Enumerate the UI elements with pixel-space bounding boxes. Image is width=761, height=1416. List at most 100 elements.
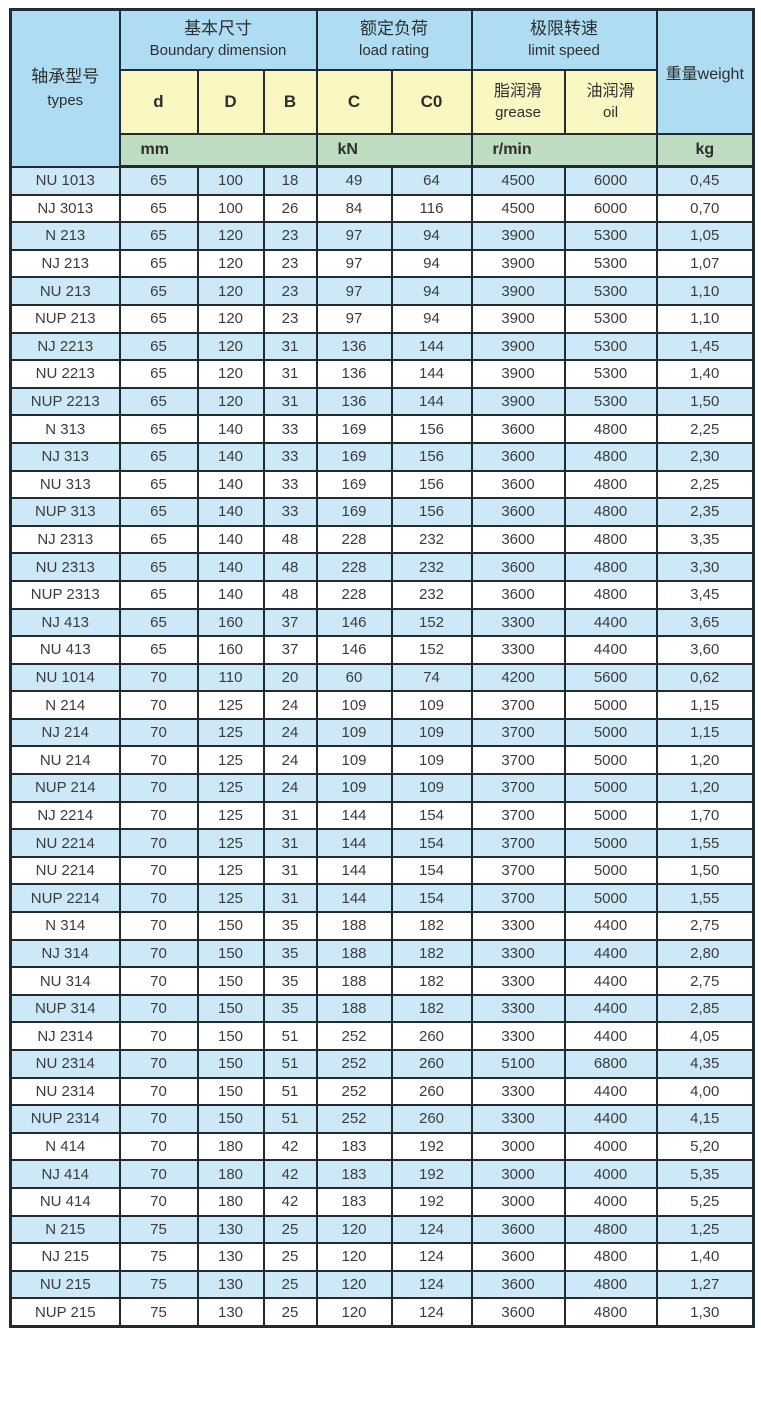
value-cell: 3600: [470, 497, 566, 527]
value-cell: 5,35: [655, 1159, 755, 1189]
value-cell: 109: [390, 690, 473, 720]
grease-zh: 脂润滑: [494, 83, 543, 101]
unit-kn: kN: [315, 133, 473, 168]
value-cell: 180: [196, 1131, 265, 1162]
value-cell: 120: [315, 1214, 393, 1245]
value-cell: 1,25: [655, 1214, 755, 1245]
value-cell: 4000: [563, 1159, 658, 1189]
value-cell: 3,30: [655, 552, 755, 582]
value-cell: 35: [262, 938, 318, 969]
value-cell: 109: [315, 717, 393, 748]
value-cell: 5000: [563, 855, 658, 886]
value-cell: 94: [390, 248, 473, 279]
value-cell: 150: [196, 1021, 265, 1051]
value-cell: 31: [262, 883, 318, 914]
bearing-type-cell: NJ 314: [9, 938, 121, 969]
value-cell: 2,25: [655, 414, 755, 444]
value-cell: 97: [315, 303, 393, 334]
value-cell: 3300: [470, 1021, 566, 1051]
value-cell: 70: [118, 1186, 199, 1217]
value-cell: 65: [118, 607, 199, 638]
table-row: NJ 3013 65 100 26 84 116 4500 6000 0,70: [9, 193, 755, 224]
value-cell: 182: [390, 911, 473, 941]
value-cell: 20: [262, 662, 318, 693]
value-cell: 260: [390, 1049, 473, 1079]
value-cell: 125: [196, 773, 265, 803]
value-cell: 228: [315, 524, 393, 555]
col-header-grease: 脂润滑 grease: [470, 69, 566, 135]
value-cell: 65: [118, 441, 199, 472]
value-cell: 120: [196, 386, 265, 417]
value-cell: 4,15: [655, 1104, 755, 1134]
value-cell: 65: [118, 165, 199, 196]
value-cell: 252: [315, 1049, 393, 1079]
value-cell: 35: [262, 911, 318, 941]
value-cell: 42: [262, 1131, 318, 1162]
value-cell: 5000: [563, 828, 658, 858]
value-cell: 75: [118, 1214, 199, 1245]
value-cell: 2,35: [655, 497, 755, 527]
value-cell: 3600: [470, 414, 566, 444]
value-cell: 1,07: [655, 248, 755, 279]
value-cell: 3300: [470, 993, 566, 1024]
value-cell: 260: [390, 1104, 473, 1134]
value-cell: 65: [118, 303, 199, 334]
table-row: NU 413 65 160 37 146 152 3300 4400 3,60: [9, 635, 755, 665]
value-cell: 70: [118, 993, 199, 1024]
value-cell: 1,15: [655, 690, 755, 720]
value-cell: 5300: [563, 221, 658, 251]
value-cell: 70: [118, 690, 199, 720]
value-cell: 109: [390, 745, 473, 776]
value-cell: 144: [390, 386, 473, 417]
bearing-type-cell: NU 1014: [9, 662, 121, 693]
value-cell: 2,75: [655, 966, 755, 996]
bearing-type-cell: NU 1013: [9, 165, 121, 196]
value-cell: 232: [390, 552, 473, 582]
value-cell: 140: [196, 579, 265, 610]
value-cell: 4800: [563, 1214, 658, 1245]
bearing-type-cell: NJ 2314: [9, 1021, 121, 1051]
weight-column-header: 重量weight: [655, 8, 755, 135]
value-cell: 23: [262, 276, 318, 306]
value-cell: 130: [196, 1214, 265, 1245]
types-header-zh: 轴承型号: [31, 67, 100, 87]
value-cell: 5300: [563, 386, 658, 417]
col-header-C0: C0: [390, 69, 473, 135]
oil-en: oil: [603, 103, 619, 121]
table-row: NU 313 65 140 33 169 156 3600 4800 2,25: [9, 469, 755, 500]
value-cell: 136: [315, 331, 393, 362]
value-cell: 136: [315, 359, 393, 389]
value-cell: 136: [315, 386, 393, 417]
bearing-type-cell: NJ 214: [9, 717, 121, 748]
table-row: NJ 413 65 160 37 146 152 3300 4400 3,65: [9, 607, 755, 638]
value-cell: 120: [196, 276, 265, 306]
value-cell: 130: [196, 1242, 265, 1272]
value-cell: 4,00: [655, 1076, 755, 1107]
value-cell: 65: [118, 579, 199, 610]
table-row: N 313 65 140 33 169 156 3600 4800 2,25: [9, 414, 755, 444]
value-cell: 5300: [563, 276, 658, 306]
value-cell: 154: [390, 883, 473, 914]
value-cell: 65: [118, 331, 199, 362]
value-cell: 192: [390, 1186, 473, 1217]
value-cell: 65: [118, 193, 199, 224]
value-cell: 94: [390, 276, 473, 306]
value-cell: 3700: [470, 855, 566, 886]
table-row: NJ 2213 65 120 31 136 144 3900 5300 1,45: [9, 331, 755, 362]
value-cell: 65: [118, 524, 199, 555]
value-cell: 48: [262, 579, 318, 610]
bearing-type-cell: NU 413: [9, 635, 121, 665]
value-cell: 100: [196, 165, 265, 196]
value-cell: 65: [118, 386, 199, 417]
value-cell: 3300: [470, 911, 566, 941]
value-cell: 188: [315, 938, 393, 969]
value-cell: 3300: [470, 1104, 566, 1134]
value-cell: 0,45: [655, 165, 755, 196]
value-cell: 4800: [563, 1242, 658, 1272]
unit-kg: kg: [655, 133, 755, 168]
table-row: NJ 215 75 130 25 120 124 3600 4800 1,40: [9, 1242, 755, 1272]
value-cell: 31: [262, 800, 318, 831]
value-cell: 5000: [563, 745, 658, 776]
value-cell: 6800: [563, 1049, 658, 1079]
value-cell: 1,20: [655, 745, 755, 776]
